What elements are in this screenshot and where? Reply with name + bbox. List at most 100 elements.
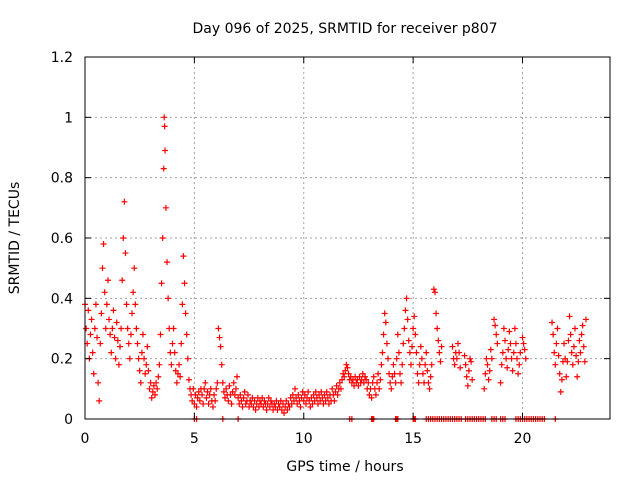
data-point [127, 331, 134, 338]
data-point [132, 301, 139, 308]
data-point [225, 397, 232, 404]
data-point [114, 337, 121, 344]
data-point [570, 343, 577, 350]
data-point [133, 325, 140, 332]
data-point [422, 361, 429, 368]
data-point [118, 325, 125, 332]
data-point [281, 409, 288, 416]
data-point [83, 325, 90, 332]
data-point [162, 147, 169, 154]
data-point [498, 361, 505, 368]
data-point [331, 397, 338, 404]
data-point [90, 370, 97, 377]
y-tick-label: 0.2 [51, 352, 73, 368]
data-point [284, 406, 291, 413]
data-point [112, 355, 119, 362]
data-point [159, 235, 166, 241]
data-point [96, 397, 103, 404]
data-point [119, 277, 126, 284]
data-point [461, 352, 468, 359]
data-point [215, 325, 222, 332]
data-point [209, 403, 216, 410]
chart-title: Day 096 of 2025, SRMTID for receiver p80… [192, 21, 497, 37]
data-point [562, 355, 569, 362]
data-point [425, 379, 432, 386]
data-point [311, 397, 318, 404]
data-point [216, 334, 223, 341]
data-point [454, 340, 461, 347]
data-point [332, 388, 339, 395]
data-point [372, 391, 379, 398]
data-point [252, 406, 259, 413]
data-point [185, 376, 192, 383]
data-point [462, 361, 469, 368]
data-point [505, 346, 512, 353]
data-point [104, 277, 111, 284]
data-point [419, 370, 426, 377]
data-point [514, 355, 521, 362]
data-point [468, 358, 475, 365]
data-point [217, 343, 224, 350]
data-point [469, 376, 476, 383]
data-point [279, 400, 286, 407]
data-point [115, 361, 122, 368]
y-tick-label: 0.6 [51, 231, 73, 247]
data-point [341, 373, 348, 380]
data-point [295, 391, 302, 398]
data-point [503, 355, 510, 362]
data-point [288, 400, 295, 407]
data-point [248, 400, 255, 407]
data-point [415, 379, 422, 386]
data-point [556, 370, 563, 377]
data-point [160, 165, 167, 172]
y-tick-label: 1 [64, 110, 73, 126]
y-tick-label: 0.8 [51, 171, 73, 187]
data-point [267, 397, 274, 404]
data-point [366, 391, 373, 398]
data-point [378, 361, 385, 368]
data-point [154, 385, 161, 392]
data-point [129, 310, 136, 317]
data-point [261, 397, 268, 404]
data-point [577, 349, 584, 356]
data-point [344, 364, 351, 371]
data-point [305, 388, 312, 395]
data-point [432, 289, 438, 296]
data-point [555, 352, 562, 359]
data-point [88, 316, 95, 323]
data-point [292, 385, 298, 392]
data-point [389, 373, 396, 380]
data-point [200, 400, 207, 407]
data-point [512, 340, 519, 347]
data-point [355, 382, 362, 389]
data-point [149, 388, 156, 395]
data-point [433, 310, 440, 317]
data-point [265, 394, 272, 401]
data-point [449, 343, 456, 350]
data-point [409, 343, 416, 350]
data-point [120, 235, 127, 241]
data-point [146, 385, 153, 392]
data-point [376, 385, 383, 392]
data-point [193, 403, 200, 410]
data-point [374, 379, 381, 386]
data-point [339, 376, 346, 383]
data-point [381, 310, 388, 317]
data-point [266, 403, 273, 410]
data-point [153, 379, 160, 386]
data-point [180, 253, 187, 260]
data-point [165, 295, 172, 302]
data-point [219, 379, 226, 386]
data-point [368, 394, 375, 401]
data-point [211, 391, 218, 398]
data-point [551, 349, 558, 356]
data-point [298, 394, 305, 401]
data-point [174, 370, 181, 377]
data-point [98, 310, 105, 317]
data-point [575, 358, 582, 365]
data-points [82, 114, 589, 422]
data-point [306, 397, 313, 404]
data-point [325, 400, 332, 407]
data-point [318, 388, 325, 395]
